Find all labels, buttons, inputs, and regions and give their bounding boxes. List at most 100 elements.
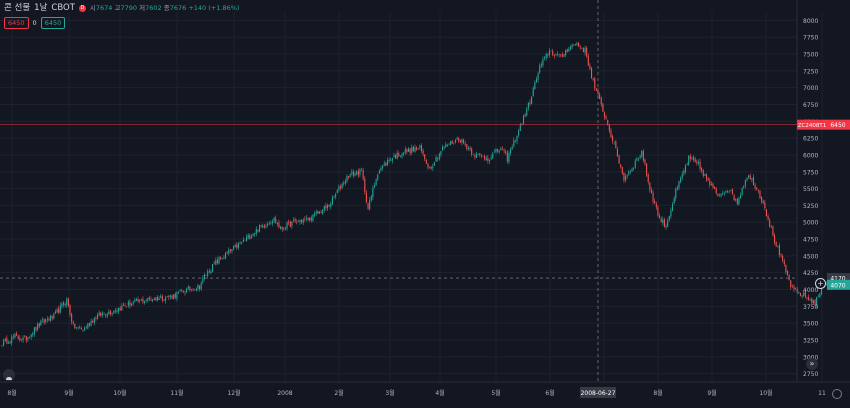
buy-button[interactable]: 6450 [40,17,66,29]
tradingview-logo-icon[interactable] [3,369,15,381]
candle-body [743,186,745,188]
candle-body [166,296,168,297]
candle-body [537,73,539,80]
time-tick-label: 10월 [759,389,772,397]
crosshair-price-label-bg [827,273,850,284]
candle [27,336,29,342]
candle [505,149,507,155]
candle-body [226,252,228,254]
candle [223,255,225,260]
candle [304,215,306,222]
candle-body [305,217,308,219]
candle [639,154,641,160]
candle-body [475,153,478,158]
symbol-name[interactable]: 콘 선물 [4,3,31,13]
candle [208,268,210,274]
candle-body [518,130,520,136]
price-axis[interactable]: 8000775075007250700067506500625060005750… [803,18,818,378]
candle-body [236,244,238,248]
candle [233,245,235,251]
time-tick-label: 12월 [227,389,240,397]
candle-body [633,167,635,169]
time-axis[interactable]: 8월9월10월11월12월20082월3월4월5월6월7월8월9월10월11 [7,389,826,397]
candle-body [691,157,693,159]
candle [257,229,259,233]
candle-body [590,68,593,79]
candle-body [105,314,107,316]
candle [137,296,139,303]
candle-body [48,318,50,321]
candle [693,154,695,162]
interval-label[interactable]: 1날 [34,3,48,13]
candle [75,327,78,330]
candle [553,54,555,59]
candle [258,224,261,233]
candle-body [548,50,550,56]
candle-body [169,295,171,297]
candle-body [741,188,743,195]
candle [386,157,389,167]
candle [9,341,11,344]
candle [454,138,457,144]
candle [435,155,437,162]
candle [749,173,751,180]
candle [22,335,24,343]
candle [650,187,653,194]
candle-body [370,196,372,201]
gear-icon[interactable] [832,389,842,399]
candle-body [616,148,619,157]
candle [71,312,73,325]
candle-body [357,171,359,176]
candle-body [53,313,55,319]
sell-button[interactable]: 6450 [4,17,29,29]
candle [283,227,285,231]
candle [263,224,265,229]
candle-body [150,299,152,301]
candle [182,290,184,293]
candle-body [430,166,432,169]
candle-body [417,148,419,149]
candle [610,127,612,139]
candle [202,275,204,285]
candle-body [85,327,87,329]
candle [25,335,27,344]
candle [205,274,207,276]
order-price-label-text: 6450 [830,122,845,129]
candle-body [249,235,251,239]
candle [714,186,716,190]
plus-circle-icon[interactable]: + [815,278,826,289]
candle-body [148,297,150,300]
candle-body [782,255,784,261]
candle-body [163,300,165,301]
candle [190,289,193,292]
candle [427,163,429,170]
candle [615,139,617,149]
candle-body [208,271,210,273]
candle [472,154,474,156]
candle [244,239,246,241]
candle-body [650,189,653,194]
candle [377,173,379,182]
candle [139,299,141,304]
candle [573,44,575,47]
candle [116,308,118,314]
candle [765,209,768,217]
candle-body [385,163,387,166]
candle-body [131,303,133,306]
candle [568,46,570,52]
chevron-right-icon[interactable]: » [806,358,818,370]
candle [727,189,729,194]
candle-body [702,170,704,177]
candle-body [140,299,142,300]
candle [540,61,542,68]
candle-body [244,239,246,241]
candle [307,217,309,221]
candle-body [535,79,538,83]
candle [566,48,568,53]
candle [246,234,248,242]
candle [401,152,403,159]
candle-body [286,222,288,229]
candle [53,312,55,320]
